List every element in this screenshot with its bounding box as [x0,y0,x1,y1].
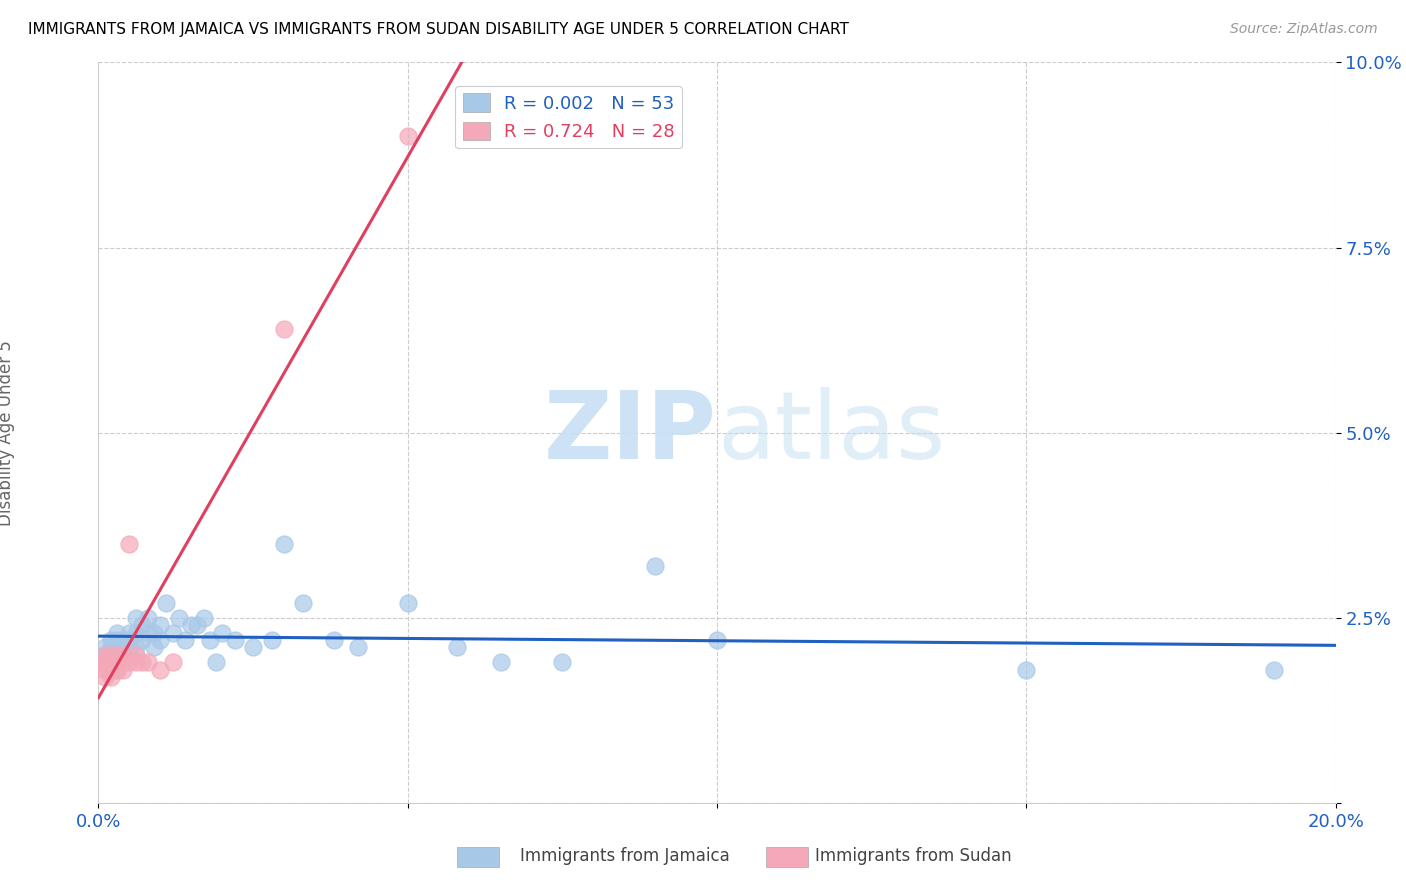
Point [105,655,128,669]
Point [149,618,172,632]
Point [131,632,153,647]
Point [446,640,468,655]
Point [112,632,135,647]
Point [193,610,215,624]
Point [174,632,197,647]
Point [105,655,128,669]
Point [93,655,115,669]
Point [136,610,159,624]
Point [273,536,295,550]
Point [100,640,122,655]
Point [124,648,146,662]
Point [100,655,122,669]
Text: ZIP: ZIP [544,386,717,479]
Point [100,663,122,677]
Point [118,655,141,669]
Point [93,655,115,669]
Point [105,663,128,677]
Point [112,663,135,677]
Point [112,655,135,669]
Point [260,632,283,647]
Point [118,632,141,647]
Point [186,618,208,632]
Text: atlas: atlas [717,386,945,479]
Point [93,648,115,662]
Point [205,655,228,669]
Legend: R = 0.002   N = 53, R = 0.724   N = 28: R = 0.002 N = 53, R = 0.724 N = 28 [456,87,682,148]
Y-axis label: Disability Age Under 5: Disability Age Under 5 [0,340,15,525]
Point [105,632,128,647]
Point [105,648,128,662]
Point [644,558,666,573]
Point [93,663,115,677]
Point [105,648,128,662]
Point [143,640,166,655]
Text: Immigrants from Jamaica: Immigrants from Jamaica [520,847,730,865]
Point [489,655,512,669]
Point [93,640,115,655]
Point [93,655,115,669]
Point [136,655,159,669]
Point [105,663,128,677]
Point [100,655,122,669]
Point [162,625,184,640]
Point [124,610,146,624]
Point [224,632,246,647]
Point [131,618,153,632]
Point [322,632,344,647]
Point [149,632,172,647]
Point [124,655,146,669]
Point [1263,663,1285,677]
Point [1015,663,1038,677]
Point [291,596,314,610]
Point [149,663,172,677]
Point [131,655,153,669]
Point [211,625,233,640]
Point [105,625,128,640]
Point [162,655,184,669]
Point [136,625,159,640]
Point [143,625,166,640]
Point [155,596,177,610]
Point [112,648,135,662]
Point [118,625,141,640]
Text: Source: ZipAtlas.com: Source: ZipAtlas.com [1230,22,1378,37]
Point [396,129,419,144]
Point [167,610,190,624]
Point [273,322,295,336]
Point [118,640,141,655]
Text: Immigrants from Sudan: Immigrants from Sudan [815,847,1012,865]
Point [124,640,146,655]
Point [198,632,221,647]
Point [93,670,115,684]
Point [100,663,122,677]
Point [93,663,115,677]
Point [118,536,141,550]
Point [100,655,122,669]
Point [100,632,122,647]
Point [112,648,135,662]
Point [124,625,146,640]
Point [706,632,728,647]
Point [242,640,264,655]
Point [551,655,574,669]
Point [347,640,370,655]
Point [396,596,419,610]
Point [93,648,115,662]
Point [100,670,122,684]
Point [100,648,122,662]
Point [112,640,135,655]
Text: IMMIGRANTS FROM JAMAICA VS IMMIGRANTS FROM SUDAN DISABILITY AGE UNDER 5 CORRELAT: IMMIGRANTS FROM JAMAICA VS IMMIGRANTS FR… [28,22,849,37]
Point [180,618,202,632]
